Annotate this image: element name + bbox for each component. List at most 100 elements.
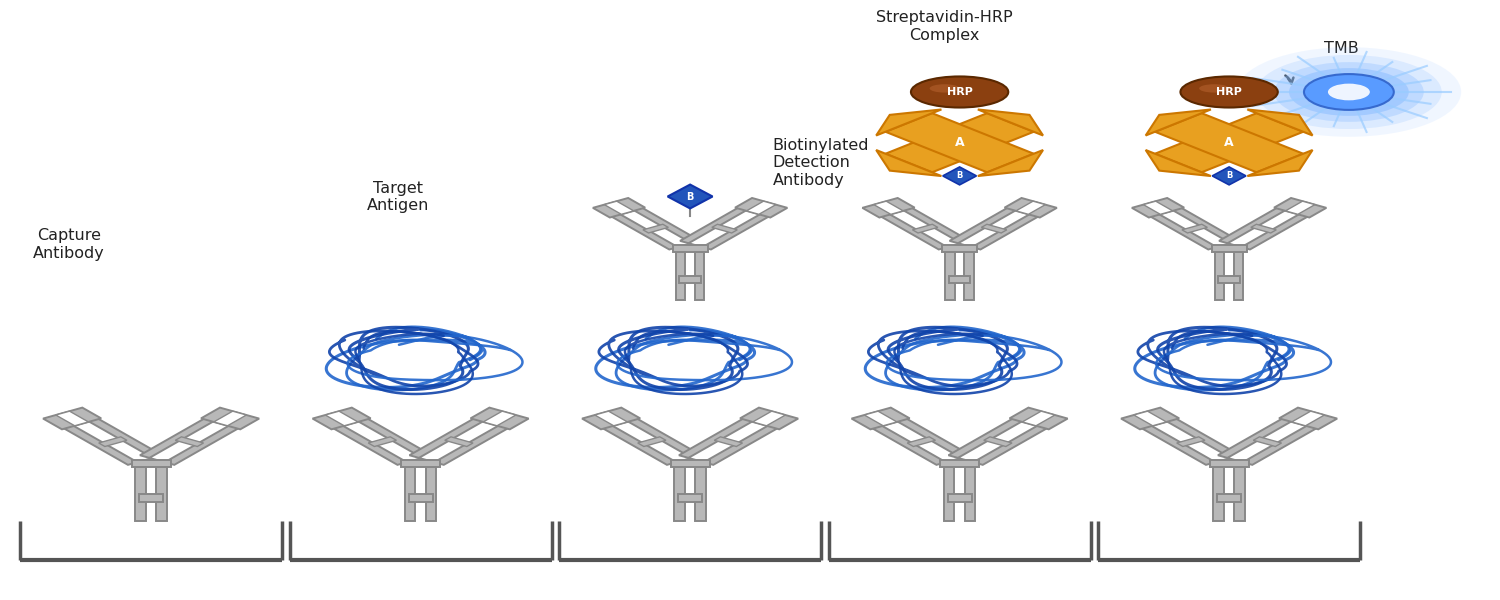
Polygon shape: [1143, 203, 1239, 250]
Polygon shape: [156, 467, 166, 521]
Circle shape: [1256, 55, 1442, 129]
Polygon shape: [312, 407, 370, 430]
Polygon shape: [978, 109, 1042, 136]
Polygon shape: [950, 203, 1046, 250]
Polygon shape: [1176, 437, 1204, 446]
Polygon shape: [1251, 224, 1276, 233]
Polygon shape: [410, 413, 518, 465]
Polygon shape: [747, 201, 776, 214]
Polygon shape: [874, 201, 903, 214]
Polygon shape: [1286, 201, 1316, 214]
Polygon shape: [958, 416, 1047, 462]
Polygon shape: [950, 275, 970, 283]
Polygon shape: [864, 411, 897, 426]
Text: B: B: [957, 172, 963, 181]
Polygon shape: [885, 113, 1034, 172]
Polygon shape: [1016, 201, 1046, 214]
Text: HRP: HRP: [1216, 87, 1242, 97]
Polygon shape: [471, 407, 528, 430]
Polygon shape: [1215, 251, 1224, 300]
Polygon shape: [942, 245, 976, 251]
Polygon shape: [1023, 411, 1054, 426]
Polygon shape: [582, 407, 640, 430]
Polygon shape: [99, 437, 128, 446]
Polygon shape: [324, 413, 432, 465]
Polygon shape: [694, 251, 705, 300]
Polygon shape: [1209, 460, 1248, 467]
Polygon shape: [1146, 150, 1210, 176]
Polygon shape: [1146, 109, 1210, 136]
Polygon shape: [1182, 224, 1208, 233]
Polygon shape: [696, 467, 706, 521]
Polygon shape: [944, 467, 954, 521]
Polygon shape: [882, 206, 962, 247]
Polygon shape: [940, 460, 980, 467]
Polygon shape: [446, 437, 472, 446]
Polygon shape: [1150, 206, 1230, 247]
Polygon shape: [592, 198, 645, 218]
Polygon shape: [984, 437, 1012, 446]
Polygon shape: [876, 109, 942, 136]
Polygon shape: [426, 467, 436, 521]
Polygon shape: [1143, 416, 1232, 462]
Polygon shape: [326, 411, 358, 426]
Polygon shape: [1254, 437, 1281, 446]
Polygon shape: [135, 467, 146, 521]
Polygon shape: [1132, 413, 1240, 465]
Polygon shape: [675, 467, 686, 521]
Polygon shape: [1280, 407, 1336, 430]
Circle shape: [1288, 68, 1408, 116]
Polygon shape: [612, 206, 692, 247]
Polygon shape: [644, 224, 669, 233]
Polygon shape: [1216, 494, 1240, 502]
Polygon shape: [964, 251, 974, 300]
Polygon shape: [1155, 113, 1304, 172]
Ellipse shape: [1180, 76, 1278, 107]
Polygon shape: [1005, 198, 1058, 218]
Polygon shape: [140, 413, 248, 465]
Polygon shape: [948, 413, 1056, 465]
Polygon shape: [1120, 407, 1179, 430]
Polygon shape: [740, 407, 798, 430]
Polygon shape: [981, 224, 1006, 233]
Polygon shape: [680, 275, 700, 283]
Text: A: A: [956, 136, 964, 149]
Polygon shape: [1010, 407, 1068, 430]
Polygon shape: [408, 494, 432, 502]
Polygon shape: [1227, 206, 1306, 247]
Polygon shape: [735, 198, 788, 218]
Polygon shape: [596, 411, 627, 426]
Polygon shape: [873, 416, 962, 462]
Polygon shape: [214, 411, 246, 426]
Polygon shape: [958, 206, 1038, 247]
Circle shape: [1328, 83, 1370, 100]
Polygon shape: [1234, 467, 1245, 521]
Polygon shape: [1143, 201, 1173, 214]
Polygon shape: [44, 407, 100, 430]
Polygon shape: [680, 413, 786, 465]
Polygon shape: [885, 113, 1034, 172]
Polygon shape: [483, 411, 516, 426]
Ellipse shape: [1198, 84, 1228, 92]
Polygon shape: [1214, 467, 1224, 521]
Polygon shape: [419, 416, 507, 462]
Polygon shape: [64, 416, 153, 462]
Polygon shape: [1227, 416, 1316, 462]
Text: Biotinylated
Detection
Antibody: Biotinylated Detection Antibody: [772, 138, 868, 188]
Polygon shape: [638, 437, 666, 446]
Polygon shape: [604, 201, 633, 214]
Polygon shape: [140, 494, 164, 502]
Polygon shape: [1212, 167, 1246, 185]
Polygon shape: [1234, 251, 1244, 300]
Circle shape: [1304, 74, 1394, 110]
Polygon shape: [176, 437, 204, 446]
Polygon shape: [1155, 113, 1304, 172]
Text: HRP: HRP: [946, 87, 972, 97]
Polygon shape: [688, 206, 768, 247]
Text: Streptavidin-HRP
Complex: Streptavidin-HRP Complex: [876, 10, 1013, 43]
Polygon shape: [1132, 198, 1184, 218]
Polygon shape: [873, 203, 969, 250]
Circle shape: [1274, 62, 1424, 122]
Polygon shape: [668, 185, 712, 208]
Ellipse shape: [910, 76, 1008, 107]
